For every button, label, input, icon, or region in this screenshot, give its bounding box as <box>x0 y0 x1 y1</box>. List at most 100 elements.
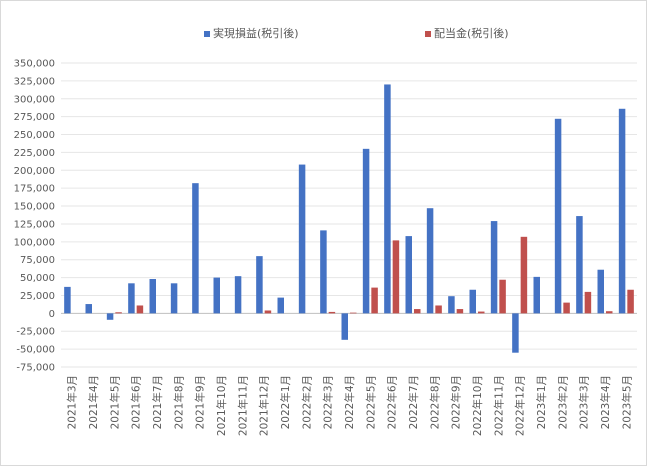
bar-realized-pnl <box>192 183 199 314</box>
bar-dividends <box>392 240 400 314</box>
x-tick-label: 2022年1月 <box>279 375 292 429</box>
x-tick-label: 2022年7月 <box>407 375 420 429</box>
bar-realized-pnl <box>533 276 540 314</box>
y-tick-label: 100,000 <box>14 237 55 248</box>
y-tick-label: 250,000 <box>14 130 55 141</box>
y-tick-label: 300,000 <box>14 94 55 105</box>
x-tick-label: 2021年11月 <box>236 375 249 436</box>
bar-dividends <box>136 305 144 314</box>
y-tick-label: 175,000 <box>14 184 55 195</box>
bar-realized-pnl <box>554 118 562 314</box>
x-tick-label: 2021年9月 <box>194 375 207 429</box>
x-tick-label: 2022年4月 <box>343 375 356 429</box>
bar-realized-pnl <box>213 277 220 314</box>
bar-dividends <box>264 310 272 314</box>
x-tick-label: 2023年4月 <box>599 375 612 429</box>
bar-dividends <box>520 236 528 314</box>
legend-swatch-realized-pnl <box>204 31 210 37</box>
bar-realized-pnl <box>277 297 284 314</box>
y-tick-label: -25,000 <box>16 327 55 338</box>
bar-dividends <box>350 312 357 314</box>
bar-realized-pnl <box>320 230 327 314</box>
y-tick-label: -50,000 <box>16 345 55 356</box>
gridlines <box>61 62 637 368</box>
bar-dividends <box>584 291 592 314</box>
bar-realized-pnl <box>384 84 391 314</box>
x-tick-label: 2021年5月 <box>108 375 121 429</box>
bar-dividends <box>627 289 634 314</box>
bar-realized-pnl <box>341 313 348 340</box>
bar-realized-pnl <box>576 216 583 314</box>
legend-swatch-dividends <box>425 31 431 37</box>
bar-dividends <box>456 309 464 314</box>
bar-dividends <box>414 309 421 314</box>
bar-realized-pnl <box>448 296 455 314</box>
y-tick-label: 150,000 <box>14 202 55 213</box>
legend-label-realized-pnl: 実現損益(税引後) <box>213 26 299 40</box>
x-tick-label: 2021年12月 <box>258 375 271 436</box>
x-tick-label: 2023年5月 <box>620 375 633 429</box>
x-tick-label: 2022年2月 <box>300 375 313 429</box>
y-tick-label: 200,000 <box>14 166 55 177</box>
x-tick-label: 2022年10月 <box>471 375 484 436</box>
bar-dividends <box>606 311 613 314</box>
x-tick-label: 2022年12月 <box>514 375 527 436</box>
y-tick-label: 325,000 <box>14 76 55 87</box>
x-axis-ticks: 2021年3月 2021年4月 2021年5月 2021年6月 2021年7月 2021年… <box>66 375 634 436</box>
x-tick-label: 2022年6月 <box>386 375 399 429</box>
x-tick-label: 2021年6月 <box>130 375 143 429</box>
bar-realized-pnl <box>362 148 370 314</box>
x-tick-label: 2021年7月 <box>151 375 164 429</box>
bar-realized-pnl <box>298 164 306 314</box>
x-tick-label: 2021年4月 <box>87 375 100 429</box>
bar-realized-pnl <box>64 286 71 314</box>
y-tick-label: 350,000 <box>14 59 55 70</box>
y-tick-label: -75,000 <box>16 363 55 374</box>
x-tick-label: 2021年3月 <box>66 375 79 429</box>
bar-realized-pnl <box>405 236 412 314</box>
y-tick-label: 50,000 <box>20 273 55 284</box>
bar-realized-pnl <box>85 304 92 314</box>
x-tick-label: 2022年3月 <box>322 375 335 429</box>
bar-realized-pnl <box>106 313 114 320</box>
bar-realized-pnl <box>512 313 519 353</box>
y-tick-label: 25,000 <box>20 291 55 302</box>
x-tick-label: 2022年8月 <box>428 375 441 429</box>
bar-dividends <box>563 302 570 314</box>
bar-dividends <box>371 287 378 314</box>
x-tick-label: 2023年1月 <box>535 375 548 429</box>
x-tick-label: 2021年8月 <box>172 375 185 429</box>
bar-realized-pnl <box>128 283 135 314</box>
x-tick-label: 2023年3月 <box>578 375 591 429</box>
x-tick-label: 2023年2月 <box>556 375 569 429</box>
bar-dividends <box>435 305 442 314</box>
chart-legend: 実現損益(税引後) 配当金(税引後) <box>204 26 509 40</box>
bar-dividends <box>478 311 485 314</box>
x-tick-label: 2021年10月 <box>215 375 228 436</box>
bar-dividends <box>499 279 506 314</box>
bar-realized-pnl <box>469 289 476 314</box>
x-tick-label: 2022年9月 <box>450 375 463 429</box>
y-tick-label: 75,000 <box>20 255 55 266</box>
x-tick-label: 2022年5月 <box>364 375 377 429</box>
y-tick-label: 225,000 <box>14 148 55 159</box>
x-tick-label: 2022年11月 <box>492 375 505 436</box>
bar-realized-pnl <box>597 269 604 314</box>
bar-realized-pnl <box>149 279 156 314</box>
bar-dividends <box>328 311 336 314</box>
bar-dividends <box>115 312 122 314</box>
bar-realized-pnl <box>618 108 626 314</box>
y-tick-label: 275,000 <box>14 112 55 123</box>
legend-label-dividends: 配当金(税引後) <box>434 26 509 40</box>
bar-realized-pnl <box>256 256 263 314</box>
y-axis-ticks: 350,000 325,000 300,000 275,000 250,000 225,0… <box>14 59 55 374</box>
bar-realized-pnl <box>170 283 178 314</box>
bar-realized-pnl <box>490 221 498 314</box>
bar-realized-pnl <box>234 276 242 314</box>
bar-realized-pnl <box>426 208 434 314</box>
y-tick-label: 125,000 <box>14 219 55 230</box>
bars <box>64 84 634 353</box>
y-tick-label: 0 <box>49 309 55 320</box>
